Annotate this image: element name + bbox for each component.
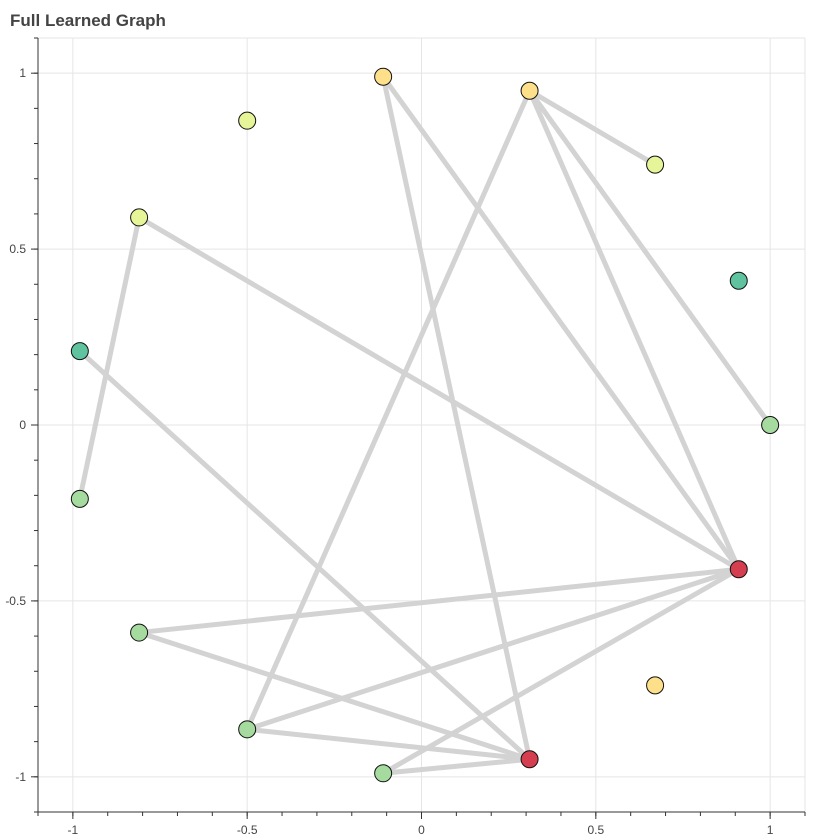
y-tick-label: -0.5: [5, 594, 26, 608]
graph-node: [238, 111, 257, 130]
graph-edge: [244, 566, 742, 732]
graph-node: [520, 750, 539, 769]
graph-node: [646, 155, 665, 174]
graph-edge: [77, 348, 533, 762]
x-tick-label: 1: [767, 823, 774, 837]
graph-node: [646, 676, 665, 695]
edges: [77, 74, 773, 776]
graph-edge: [527, 88, 773, 428]
y-tick-label: 0: [19, 418, 26, 432]
x-tick-label: 0.5: [587, 823, 604, 837]
y-tick-label: 1: [19, 66, 26, 80]
axes: -1 -0.5 0 0.5 1 -1 -0.5 0 0.5 1: [5, 37, 806, 837]
graph-node: [374, 67, 393, 86]
x-tick-label: -1: [68, 823, 79, 837]
graph-node: [729, 560, 748, 579]
graph-edge: [527, 88, 658, 168]
graph-edge: [380, 74, 742, 572]
graph-node: [238, 720, 257, 739]
x-tick-label: 0: [418, 823, 425, 837]
graph-node: [70, 342, 89, 361]
graph-node: [130, 623, 149, 642]
graph-edge: [136, 630, 533, 762]
y-tick-label: -1: [15, 770, 26, 784]
graph-node: [520, 81, 539, 100]
graph-node: [130, 208, 149, 227]
graph-node: [70, 489, 89, 508]
graph-node: [761, 416, 780, 434]
graph-edge: [380, 756, 533, 776]
x-tick-label: -0.5: [237, 823, 258, 837]
graph-edge: [527, 88, 742, 572]
graph-edge: [136, 214, 742, 572]
graph-edge: [244, 88, 533, 732]
graph-edge: [380, 566, 742, 776]
nodes: [70, 67, 780, 783]
graph-edge: [77, 214, 142, 502]
grid-lines: [38, 37, 806, 812]
graph-node: [374, 764, 393, 783]
chart-title: Full Learned Graph: [10, 11, 166, 30]
y-tick-label: 0.5: [9, 242, 26, 256]
graph-edge: [244, 726, 533, 762]
graph-node: [729, 271, 748, 290]
graph-edge: [136, 566, 742, 636]
